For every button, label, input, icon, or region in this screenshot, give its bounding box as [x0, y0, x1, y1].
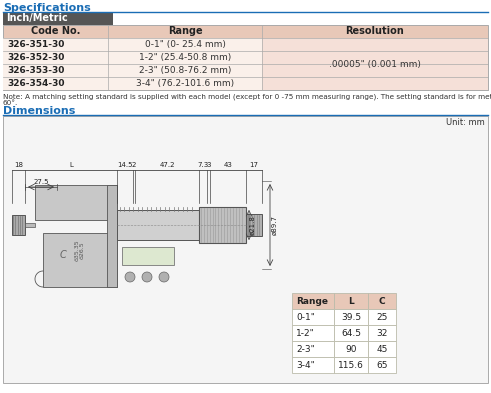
Text: 32: 32 — [376, 329, 388, 338]
Text: 3-4": 3-4" — [296, 360, 315, 369]
Circle shape — [142, 272, 152, 282]
Bar — [107, 185, 117, 287]
Bar — [292, 309, 334, 325]
Text: 47.2: 47.2 — [159, 162, 175, 168]
Bar — [368, 357, 396, 373]
Text: 18: 18 — [14, 162, 23, 168]
Text: 0-1" (0- 25.4 mm): 0-1" (0- 25.4 mm) — [144, 40, 225, 49]
Text: 115.6: 115.6 — [338, 360, 364, 369]
Bar — [292, 341, 334, 357]
Bar — [122, 247, 174, 265]
Bar — [368, 325, 396, 341]
Bar — [262, 51, 488, 64]
Text: 43: 43 — [223, 162, 232, 168]
Text: 2-3" (50.8-76.2 mm): 2-3" (50.8-76.2 mm) — [139, 66, 231, 75]
Text: Dimensions: Dimensions — [3, 106, 76, 116]
Text: Unit: mm: Unit: mm — [446, 118, 485, 127]
Bar — [3, 116, 488, 383]
Text: Inch/Metric: Inch/Metric — [6, 13, 68, 24]
Bar — [334, 357, 368, 373]
Text: 0-1": 0-1" — [296, 312, 315, 321]
Text: 64.5: 64.5 — [341, 329, 361, 338]
Bar — [3, 77, 108, 90]
Text: ø89.7: ø89.7 — [272, 215, 278, 235]
Text: 1-2": 1-2" — [296, 329, 315, 338]
Bar — [334, 309, 368, 325]
Text: .00005" (0.001 mm): .00005" (0.001 mm) — [329, 59, 421, 68]
Text: 3-4" (76.2-101.6 mm): 3-4" (76.2-101.6 mm) — [136, 79, 234, 88]
Text: 7.3: 7.3 — [197, 162, 209, 168]
Bar — [25, 223, 35, 227]
Bar — [334, 325, 368, 341]
Bar — [108, 38, 262, 51]
Text: 25: 25 — [376, 312, 388, 321]
Bar — [3, 25, 488, 90]
Bar — [12, 215, 25, 235]
Bar — [3, 25, 488, 38]
Circle shape — [159, 272, 169, 282]
Text: 326-354-30: 326-354-30 — [7, 79, 64, 88]
Text: C: C — [59, 250, 66, 260]
Bar — [334, 341, 368, 357]
Bar — [3, 51, 108, 64]
Text: Note: A matching setting standard is supplied with each model (except for 0 -75 : Note: A matching setting standard is sup… — [3, 93, 491, 99]
Bar — [368, 341, 396, 357]
Text: Code No.: Code No. — [31, 26, 80, 37]
Bar — [334, 293, 368, 309]
Text: Resolution: Resolution — [346, 26, 405, 37]
Bar — [368, 293, 396, 309]
Text: 27.5: 27.5 — [33, 179, 49, 185]
Text: L: L — [348, 296, 354, 305]
Text: 14.5: 14.5 — [117, 162, 133, 168]
Bar — [3, 64, 108, 77]
Bar — [108, 64, 262, 77]
Bar — [3, 38, 108, 51]
Text: 39.5: 39.5 — [341, 312, 361, 321]
Text: 2: 2 — [132, 162, 136, 168]
Bar — [292, 325, 334, 341]
Bar — [262, 64, 488, 77]
Circle shape — [125, 272, 135, 282]
Bar — [3, 12, 113, 25]
Bar — [246, 214, 262, 236]
Text: 45: 45 — [376, 345, 388, 353]
Text: Range: Range — [296, 296, 328, 305]
Text: ö35.35: ö35.35 — [75, 239, 80, 261]
Bar — [108, 51, 262, 64]
Bar — [262, 38, 488, 51]
Bar — [35, 185, 117, 220]
Text: L: L — [69, 162, 73, 168]
Bar — [117, 210, 199, 240]
Bar — [368, 309, 396, 325]
Text: ø21.8: ø21.8 — [250, 215, 256, 235]
Text: 90: 90 — [345, 345, 357, 353]
Bar — [262, 77, 488, 90]
Text: 326-352-30: 326-352-30 — [7, 53, 64, 62]
Bar — [199, 207, 246, 243]
Text: 326-351-30: 326-351-30 — [7, 40, 64, 49]
Text: 326-353-30: 326-353-30 — [7, 66, 64, 75]
Bar — [43, 233, 117, 287]
Text: 3: 3 — [206, 162, 211, 168]
Text: 1-2" (25.4-50.8 mm): 1-2" (25.4-50.8 mm) — [139, 53, 231, 62]
Text: 2-3": 2-3" — [296, 345, 315, 353]
Text: Specifications: Specifications — [3, 3, 91, 13]
Bar — [108, 77, 262, 90]
Text: ö26.5: ö26.5 — [80, 241, 84, 259]
Text: 60°.: 60°. — [3, 100, 18, 106]
Bar — [292, 293, 334, 309]
Text: 17: 17 — [249, 162, 258, 168]
Text: Range: Range — [168, 26, 202, 37]
Bar — [292, 357, 334, 373]
Text: 65: 65 — [376, 360, 388, 369]
Text: C: C — [379, 296, 385, 305]
